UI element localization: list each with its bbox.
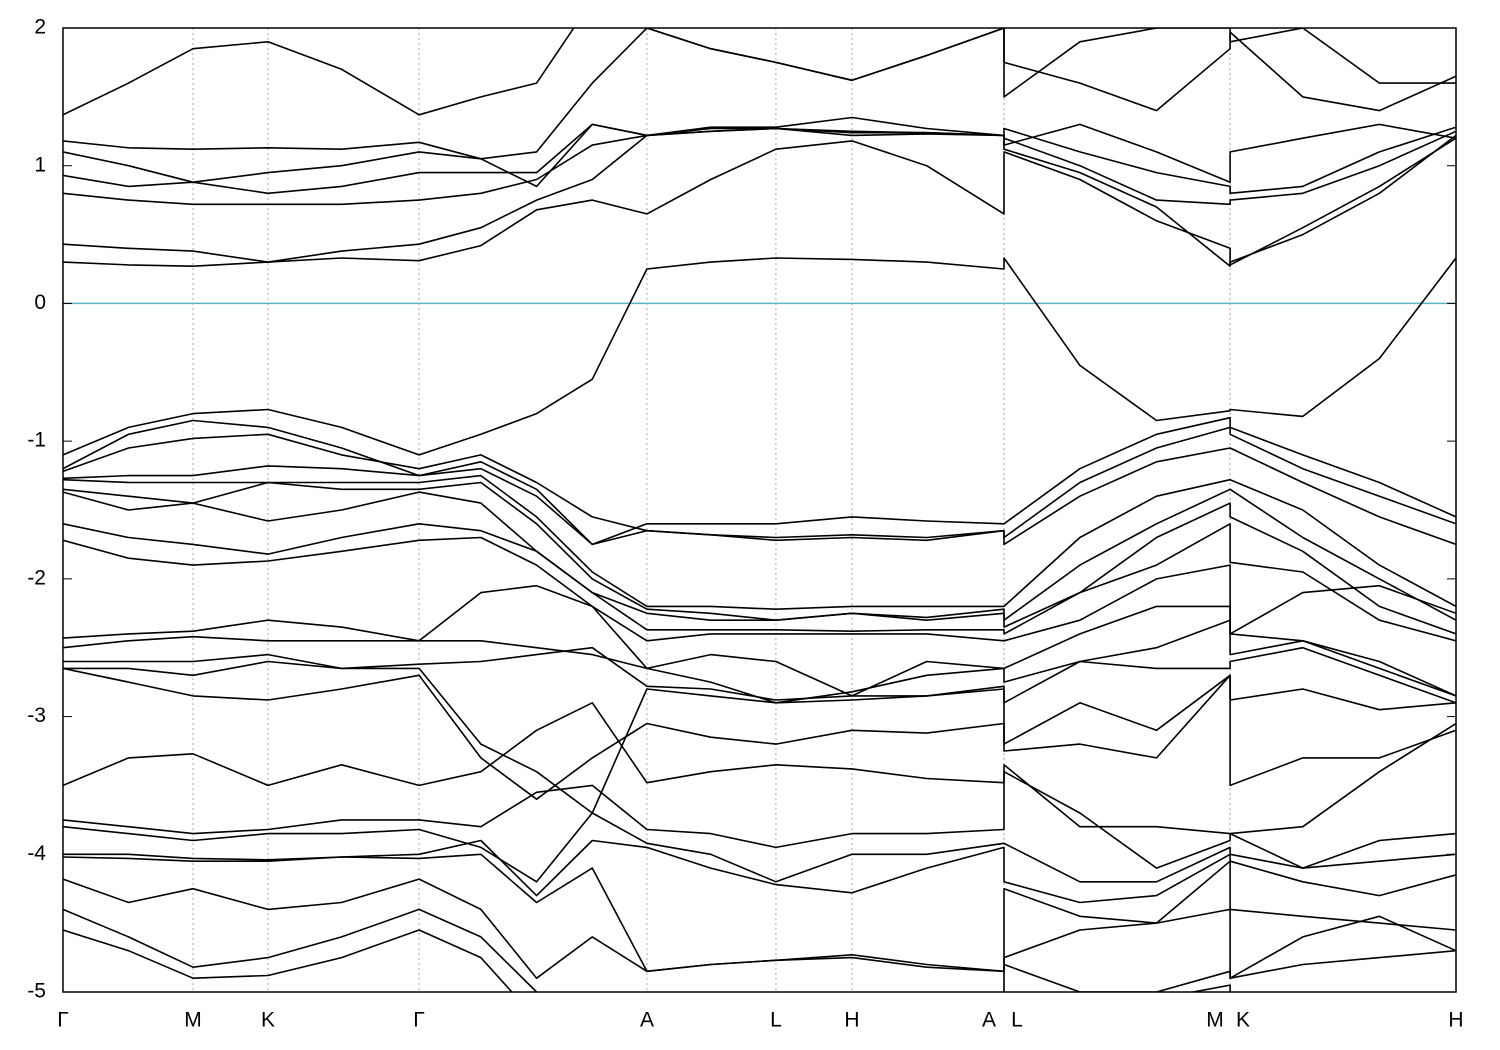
band-line — [63, 853, 1456, 973]
y-tick-label: -5 — [27, 980, 46, 1003]
x-tick-label: M — [184, 1009, 202, 1032]
y-tick-label: 0 — [34, 291, 46, 314]
band-line — [63, 523, 1456, 642]
y-tick-label: 1 — [34, 153, 46, 176]
band-line — [63, 123, 1456, 188]
band-line — [63, 667, 1456, 800]
bands — [63, 28, 1456, 992]
band-line — [63, 116, 1456, 195]
band-line — [63, 137, 1456, 267]
band-line — [63, 491, 1456, 635]
band-line — [63, 908, 1456, 992]
band-line — [63, 702, 1456, 835]
band-line — [63, 929, 1235, 992]
x-tick-label: H — [844, 1009, 859, 1032]
x-tick-label: L — [770, 1009, 782, 1032]
x-tick-label: K — [261, 1009, 275, 1032]
x-tick-label: H — [1448, 1009, 1463, 1032]
band-line — [63, 646, 1456, 704]
band-line — [63, 878, 1456, 979]
band-line — [63, 660, 1456, 814]
y-tick-label: -2 — [27, 566, 46, 589]
band-line — [63, 447, 1456, 546]
x-tick-label: A — [982, 1009, 996, 1032]
y-tick-label: -3 — [27, 704, 46, 727]
plot-frame — [62, 27, 1457, 993]
band-line — [63, 426, 1456, 539]
x-tick-label: L — [1011, 1009, 1023, 1032]
y-tick-label: -1 — [27, 429, 46, 452]
x-tick-label: M — [1206, 1009, 1224, 1032]
band-line — [63, 812, 1456, 883]
x-tick-label: Γ — [413, 1009, 425, 1032]
x-tick-label: A — [640, 1009, 654, 1032]
band-line — [63, 536, 1456, 642]
x-tick-label: K — [1236, 1009, 1250, 1032]
band-line — [63, 28, 1456, 116]
band-line — [63, 481, 1456, 621]
y-tick-label: 2 — [34, 16, 46, 39]
x-tick-label: Γ — [57, 1009, 69, 1032]
y-tick-label: -4 — [27, 842, 46, 865]
band-line — [63, 28, 1456, 160]
band-line — [63, 474, 1456, 610]
band-line — [63, 770, 1456, 869]
band-line — [63, 839, 1456, 904]
band-line — [63, 416, 1456, 546]
band-line — [63, 257, 1456, 456]
